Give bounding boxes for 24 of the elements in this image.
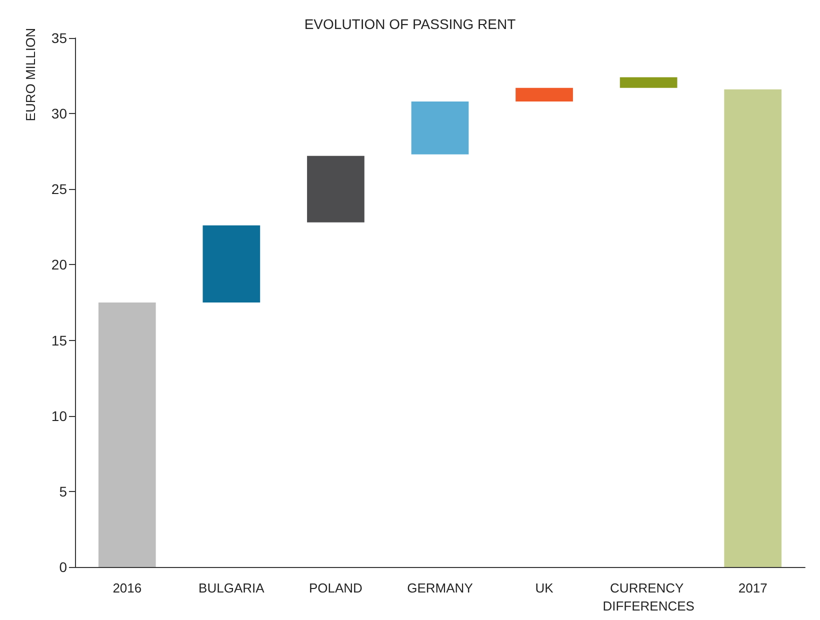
chart-title: EVOLUTION OF PASSING RENT bbox=[304, 16, 516, 32]
y-tick-label: 0 bbox=[59, 559, 68, 575]
x-tick-label: POLAND bbox=[308, 580, 362, 596]
y-axis-title: EURO MILLION bbox=[23, 28, 38, 122]
bar bbox=[307, 156, 364, 222]
y-tick-label: 10 bbox=[51, 408, 68, 424]
y-tick-label: 5 bbox=[59, 483, 68, 500]
x-tick-label: 2016 bbox=[112, 580, 142, 596]
bar bbox=[202, 225, 260, 302]
bar bbox=[516, 88, 573, 102]
y-tick-label: 35 bbox=[51, 30, 68, 46]
x-tick-label: 2017 bbox=[738, 580, 768, 596]
y-tick-label: 25 bbox=[51, 181, 68, 198]
bar bbox=[620, 77, 678, 88]
x-tick-label: UK bbox=[535, 580, 554, 596]
y-tick-label: 20 bbox=[51, 256, 68, 273]
x-tick-label: GERMANY bbox=[407, 580, 474, 596]
bar bbox=[724, 89, 782, 567]
y-tick-label: 15 bbox=[51, 332, 68, 348]
x-tick-label: CURRENCY DIFFERENCES bbox=[602, 580, 695, 614]
x-tick-label: BULGARIA bbox=[198, 580, 265, 596]
bar bbox=[411, 101, 469, 154]
bar bbox=[98, 302, 156, 567]
y-tick-label: 30 bbox=[51, 106, 68, 122]
